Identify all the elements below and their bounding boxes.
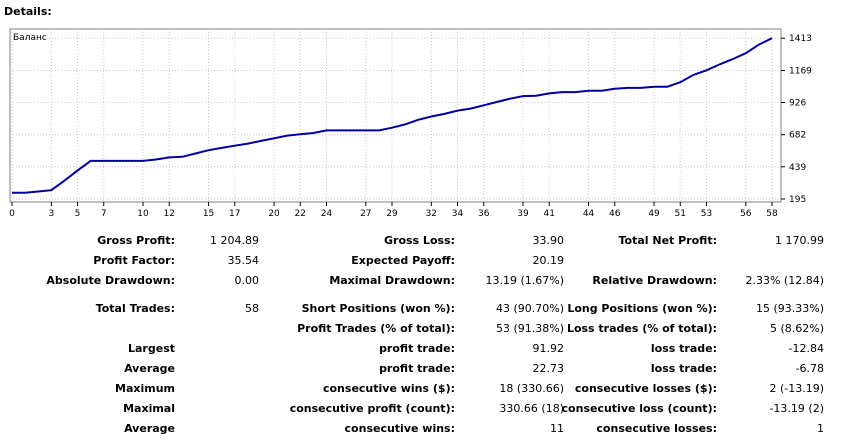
x-tick-label: 58 — [766, 209, 778, 219]
maximal-loss-value: -13.19 (2) — [769, 402, 824, 415]
y-tick-label: 1169 — [789, 66, 812, 76]
maximal-drawdown-value: 13.19 (1.67%) — [485, 274, 564, 287]
largest-profit-label: profit trade: — [379, 342, 455, 355]
balance-chart: Баланс 0 3 5 7 10 12 15 17 20 22 24 27 29 32 34 36 39 41 4… — [9, 28, 812, 219]
short-positions-label: Short Positions (won %): — [301, 302, 455, 315]
gross-loss-value: 33.90 — [532, 234, 565, 247]
total-trades-value: 58 — [245, 302, 259, 315]
x-tick-label: 7 — [101, 209, 107, 219]
maximum-losses-value: 2 (-13.19) — [769, 382, 824, 395]
balance-line — [12, 37, 773, 194]
loss-trades-value: 5 (8.62%) — [769, 322, 824, 335]
x-tick-label: 15 — [203, 209, 214, 219]
x-tick-label: 27 — [360, 209, 371, 219]
maximum-wins-value: 18 (330.66) — [499, 382, 564, 395]
largest-profit-value: 91.92 — [532, 342, 565, 355]
x-tick-label: 32 — [426, 209, 437, 219]
x-tick-label: 20 — [268, 209, 280, 219]
average-profit-value: 22.73 — [532, 362, 565, 375]
maximal-profit-label: consecutive profit (count): — [289, 402, 455, 415]
profit-factor-value: 35.54 — [227, 254, 260, 267]
long-positions-value: 15 (93.33%) — [755, 302, 824, 315]
x-tick-label: 5 — [75, 209, 81, 219]
chart-grid — [10, 29, 781, 202]
x-tick-label: 17 — [229, 209, 240, 219]
profit-trades-value: 53 (91.38%) — [495, 322, 564, 335]
x-tick-label: 46 — [609, 209, 621, 219]
x-tick-label: 51 — [675, 209, 686, 219]
short-positions-value: 43 (90.70%) — [495, 302, 564, 315]
largest-loss-label: loss trade: — [650, 342, 717, 355]
gross-profit-label: Gross Profit: — [97, 234, 175, 247]
average-consecutive-wins-label: consecutive wins: — [344, 422, 455, 435]
y-tick-label: 195 — [789, 195, 806, 205]
maximal-drawdown-label: Maximal Drawdown: — [329, 274, 455, 287]
x-tick-label: 22 — [295, 209, 306, 219]
y-tick-label: 926 — [789, 99, 806, 109]
long-positions-label: Long Positions (won %): — [567, 302, 717, 315]
absolute-drawdown-value: 0.00 — [234, 274, 260, 287]
y-tick-label: 682 — [789, 131, 806, 141]
average-consecutive-losses-value: 1 — [817, 422, 824, 435]
maximal-profit-value: 330.66 (18) — [499, 402, 564, 415]
average-loss-label: loss trade: — [650, 362, 717, 375]
x-axis-ticks: 0 3 5 7 10 12 15 17 20 22 24 27 29 32 34 36 39 41 44 46 49 51… — [9, 202, 778, 219]
chart-title: Баланс — [13, 33, 47, 43]
x-tick-label: 0 — [9, 209, 15, 219]
gross-loss-label: Gross Loss: — [384, 234, 455, 247]
largest-loss-value: -12.84 — [788, 342, 824, 355]
x-tick-label: 29 — [386, 209, 398, 219]
maximum-label: Maximum — [115, 382, 175, 395]
total-net-profit-value: 1 170.99 — [775, 234, 824, 247]
x-tick-label: 36 — [478, 209, 490, 219]
maximum-losses-label: consecutive losses ($): — [574, 382, 717, 395]
maximal-label: Maximal — [123, 402, 175, 415]
average-loss-value: -6.78 — [795, 362, 824, 375]
average-label: Average — [124, 362, 175, 375]
expected-payoff-value: 20.19 — [532, 254, 565, 267]
plot-area — [9, 28, 782, 203]
profit-trades-label: Profit Trades (% of total): — [297, 322, 455, 335]
relative-drawdown-label: Relative Drawdown: — [592, 274, 717, 287]
loss-trades-label: Loss trades (% of total): — [566, 322, 717, 335]
x-tick-label: 10 — [137, 209, 149, 219]
maximum-wins-label: consecutive wins ($): — [322, 382, 455, 395]
report-heading: Details: — [4, 5, 52, 18]
x-tick-label: 3 — [48, 209, 54, 219]
x-tick-label: 39 — [517, 209, 529, 219]
x-tick-label: 34 — [452, 209, 464, 219]
maximal-loss-label: consecutive loss (count): — [561, 402, 717, 415]
x-tick-label: 53 — [701, 209, 712, 219]
gross-profit-value: 1 204.89 — [210, 234, 259, 247]
average-consecutive-label: Average — [124, 422, 175, 435]
profit-factor-label: Profit Factor: — [93, 254, 175, 267]
y-axis-ticks: 195 439 682 926 1169 1413 — [781, 34, 812, 205]
relative-drawdown-value: 2.33% (12.84) — [745, 274, 824, 287]
x-tick-label: 24 — [321, 209, 333, 219]
average-consecutive-losses-label: consecutive losses: — [596, 422, 717, 435]
x-tick-label: 49 — [648, 209, 660, 219]
largest-label: Largest — [128, 342, 175, 355]
total-trades-label: Total Trades: — [95, 302, 175, 315]
average-profit-label: profit trade: — [379, 362, 455, 375]
x-tick-label: 56 — [740, 209, 752, 219]
y-tick-label: 439 — [789, 163, 806, 173]
average-consecutive-wins-value: 11 — [550, 422, 564, 435]
y-tick-label: 1413 — [789, 34, 812, 44]
x-tick-label: 44 — [583, 209, 595, 219]
x-tick-label: 12 — [164, 209, 175, 219]
x-tick-label: 41 — [544, 209, 555, 219]
absolute-drawdown-label: Absolute Drawdown: — [46, 274, 175, 287]
expected-payoff-label: Expected Payoff: — [351, 254, 455, 267]
total-net-profit-label: Total Net Profit: — [618, 234, 718, 247]
